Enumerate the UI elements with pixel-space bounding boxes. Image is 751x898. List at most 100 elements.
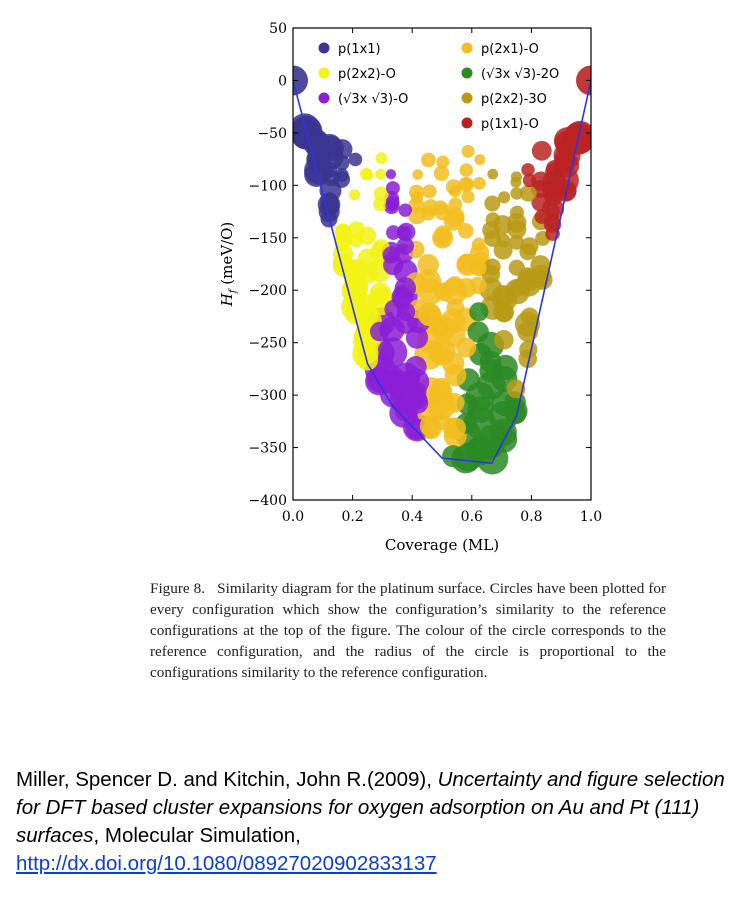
bubble-point [469, 276, 487, 295]
bubble-point [433, 165, 450, 181]
bubble-point [461, 190, 475, 204]
bubble-point [568, 127, 590, 149]
bubble-point [467, 321, 489, 343]
bubble-point [510, 176, 522, 188]
bubble-point [507, 219, 527, 239]
endpoint-point [293, 65, 308, 96]
legend-marker [461, 67, 473, 79]
bubble-point [456, 337, 477, 358]
bubble-point [348, 233, 363, 248]
caption-label: Figure 8. [150, 580, 206, 597]
bubble-point [405, 356, 427, 378]
y-axis-title: Hf (meV/O) [218, 222, 239, 308]
bubble-point [432, 318, 454, 339]
bubble-point [546, 159, 564, 177]
citation-journal: , Molecular Simulation, [93, 824, 301, 847]
y-tick-label: −150 [249, 231, 287, 247]
bubble-point [382, 246, 400, 264]
y-tick-label: −300 [249, 388, 287, 404]
citation-doi-link[interactable]: http://dx.doi.org/10.1080/08927020902833… [16, 852, 437, 875]
bubble-layer [293, 113, 591, 475]
bubble-point [479, 350, 502, 373]
bubble-point [531, 193, 550, 212]
bubble-point [321, 196, 340, 215]
bubble-point [386, 225, 401, 240]
bubble-point [558, 183, 577, 201]
y-tick-label: 0 [278, 73, 287, 89]
x-tick-label: 0.4 [401, 509, 423, 525]
bubble-point [519, 243, 537, 261]
bubble-point [442, 445, 465, 468]
x-tick-label: 0.0 [282, 509, 304, 525]
bubble-point [520, 307, 539, 326]
citation-authors: Miller, Spencer D. and Kitchin, John R.(… [16, 768, 438, 791]
bubble-point [534, 209, 549, 224]
bubble-point [508, 259, 525, 276]
bubble-point [449, 185, 462, 198]
bubble-point [510, 187, 524, 200]
bubble-point [434, 230, 451, 247]
bubble-point [487, 168, 499, 180]
bubble-point [422, 184, 437, 199]
bubble-point [362, 169, 374, 180]
bubble-point [373, 196, 388, 212]
bubble-point [506, 379, 526, 399]
bubble-point [444, 392, 465, 413]
legend-label: (√3x √3)-O [338, 92, 408, 107]
legend: p(1x1) p(2x2)-O (√3x √3)-O p(2x1)-O (√3x √3)… [318, 42, 559, 132]
x-tick-label: 0.2 [341, 509, 363, 525]
bubble-point [461, 177, 474, 191]
bubble-point [332, 139, 353, 160]
bubble-point [494, 302, 514, 323]
caption-text: Similarity diagram for the platinum surf… [150, 580, 667, 681]
bubble-point [509, 234, 525, 250]
endpoint-point [576, 65, 591, 96]
bubble-point [335, 223, 349, 237]
bubble-point [396, 302, 416, 321]
bubble-point [407, 389, 428, 410]
bubble-point [458, 223, 474, 239]
legend-marker [461, 117, 473, 129]
y-tick-label: −250 [249, 336, 287, 352]
bubble-point [421, 152, 436, 168]
bubble-point [307, 134, 327, 154]
bubble-point [544, 181, 561, 199]
bubble-point [375, 168, 387, 180]
legend-label: p(2x2)-O [338, 67, 396, 82]
bubble-point [396, 237, 415, 255]
bubble-point [531, 140, 552, 161]
bubble-point [380, 364, 403, 387]
bubble-point [472, 176, 486, 190]
legend-marker [318, 92, 330, 104]
y-tick-label: −200 [249, 283, 287, 299]
bubble-point [519, 340, 538, 359]
bubble-point [445, 417, 466, 438]
bubble-point [422, 420, 440, 438]
legend-marker [318, 42, 330, 54]
bubble-point [396, 225, 412, 241]
bubble-point [459, 163, 474, 177]
bubble-point [431, 377, 451, 398]
y-tick-label: 50 [269, 21, 287, 37]
bubble-point [385, 181, 400, 196]
bubble-point [398, 203, 412, 217]
bubble-point [411, 191, 424, 204]
bubble-point [412, 169, 424, 180]
similarity-chart: 0.0 0.2 0.4 0.6 0.8 1.0 50 0 −50 −100 −150 −200 −250… [218, 21, 602, 554]
x-tick-label: 0.6 [461, 509, 483, 525]
bubble-point [434, 282, 453, 302]
y-tick-label: −400 [249, 493, 287, 509]
convex-hull-line [293, 80, 591, 465]
bubble-point [332, 253, 353, 273]
legend-label: p(1x1)-O [481, 117, 539, 132]
bubble-point [345, 275, 364, 294]
bubble-point [485, 212, 501, 227]
y-tick-label: −350 [249, 441, 287, 457]
bubble-point [385, 169, 397, 180]
bubble-point [431, 344, 452, 365]
bubble-point [433, 200, 448, 215]
bubble-point [321, 161, 338, 178]
bubble-point [358, 293, 378, 313]
citation: Miller, Spencer D. and Kitchin, John R.(… [16, 766, 741, 878]
x-tick-label: 0.8 [520, 509, 542, 525]
